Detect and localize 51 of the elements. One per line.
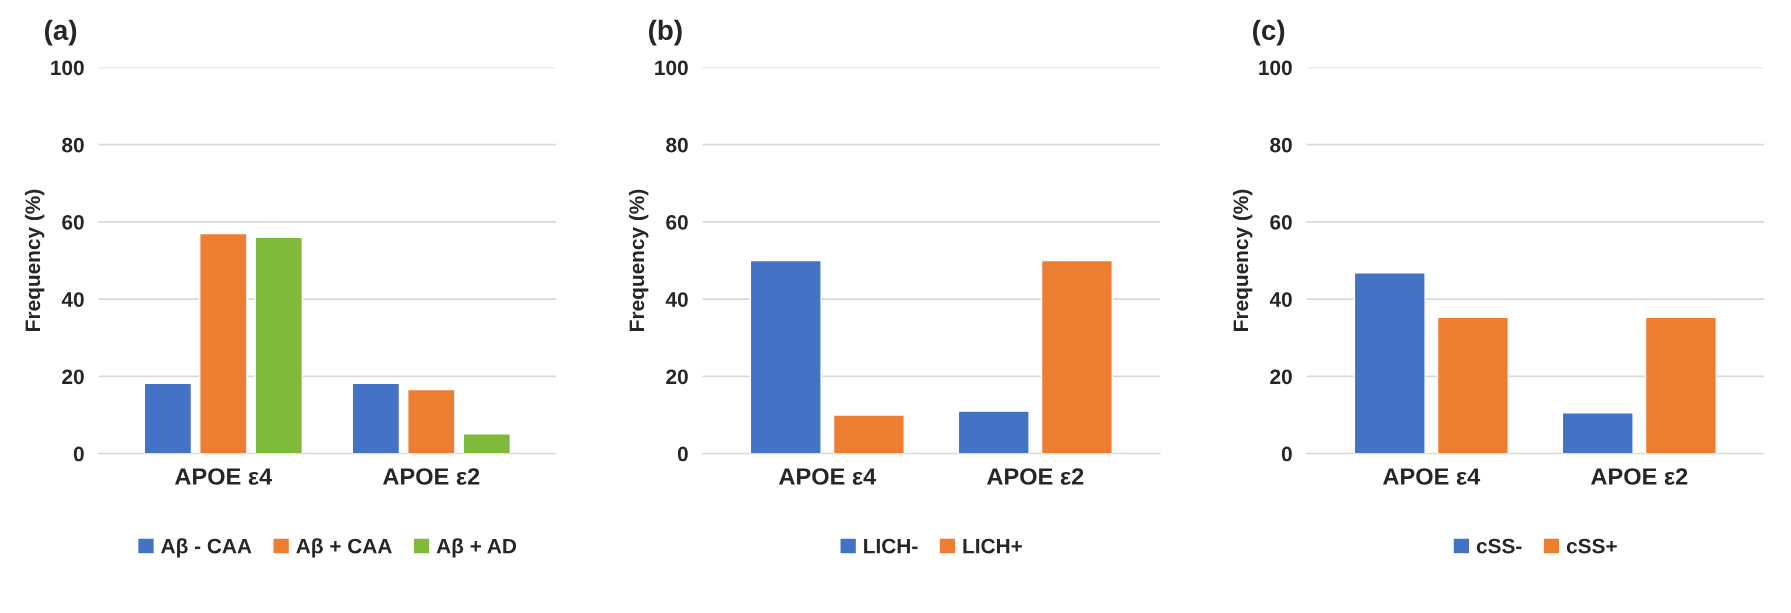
- y-tick-label: 40: [61, 292, 84, 307]
- y-tick-label: 60: [62, 214, 84, 230]
- chart-title: (c): [1253, 19, 1285, 46]
- bar: [199, 232, 248, 454]
- y-tick-label: 0: [1281, 446, 1292, 462]
- bar: [957, 410, 1030, 454]
- legend-label: Aβ - CAA: [161, 538, 252, 558]
- y-tick-label: 60: [1270, 214, 1292, 230]
- y-tick-label: 20: [62, 369, 84, 385]
- y-tick-label: 100: [655, 60, 688, 76]
- y-tick-label: 80: [1270, 137, 1292, 153]
- y-tick-label: 0: [73, 446, 84, 462]
- x-tick-label: APOE ε4: [779, 468, 877, 485]
- legend-label: cSS-: [1476, 538, 1522, 554]
- y-tick-label: 100: [1259, 60, 1292, 76]
- bar: [749, 259, 822, 454]
- y-tick-label: 60: [666, 214, 688, 230]
- y-tick-label: 80: [62, 137, 84, 153]
- bar: [1040, 259, 1113, 454]
- x-tick-label: APOE ε2: [1591, 468, 1688, 485]
- bar: [407, 388, 456, 454]
- bar: [1353, 272, 1426, 454]
- legend-label: LICH+: [963, 538, 1022, 554]
- x-tick-label: APOE ε2: [987, 468, 1084, 485]
- bar: [832, 414, 905, 454]
- bar: [143, 382, 193, 454]
- legend-label: Aβ + AD: [436, 538, 517, 558]
- y-tick-label: 40: [1269, 292, 1292, 307]
- x-tick-label: APOE ε4: [1383, 468, 1481, 485]
- y-tick-label: 40: [665, 292, 688, 307]
- bar: [254, 236, 304, 454]
- bar: [462, 433, 512, 454]
- y-axis-title: Frequency (%): [628, 189, 649, 331]
- y-tick-label: 20: [1270, 369, 1292, 385]
- y-tick-label: 0: [677, 446, 688, 462]
- bar: [1561, 411, 1634, 454]
- x-tick-label: APOE ε4: [174, 468, 273, 485]
- chart-title: (a): [44, 19, 77, 46]
- y-axis-title: Frequency (%): [1232, 189, 1253, 331]
- y-tick-label: 100: [51, 60, 84, 76]
- y-axis-title: Frequency (%): [24, 189, 45, 331]
- chart-title: (b): [649, 19, 682, 46]
- legend-label: LICH-: [864, 538, 918, 554]
- bar: [1644, 316, 1717, 454]
- bar: [1436, 316, 1509, 454]
- legend-label: Aβ + CAA: [296, 538, 392, 558]
- legend-label: cSS+: [1566, 538, 1617, 554]
- bar: [351, 382, 401, 454]
- y-tick-label: 80: [666, 137, 688, 153]
- x-tick-label: APOE ε2: [382, 468, 480, 485]
- y-tick-label: 20: [666, 369, 688, 385]
